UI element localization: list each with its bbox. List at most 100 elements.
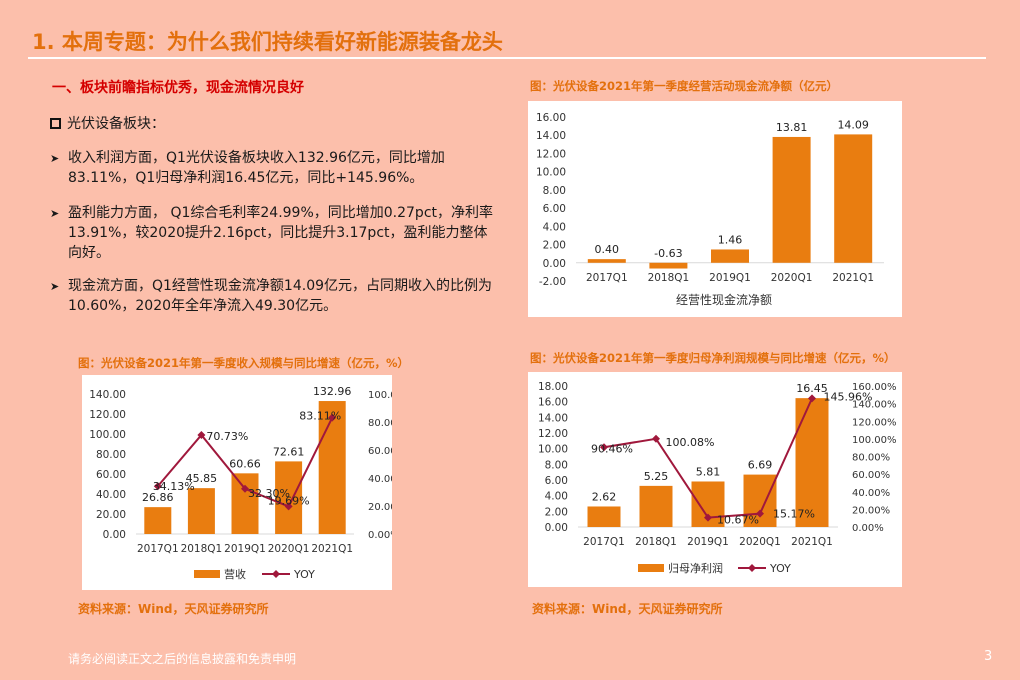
y2-tick-label: 60.00% (368, 446, 392, 457)
bar (587, 506, 621, 527)
yoy-point (704, 513, 712, 522)
yoy-value-label: 90.46% (591, 442, 633, 455)
bar-value-label: -0.63 (654, 247, 682, 260)
y2-tick-label: 80.00% (368, 418, 392, 429)
point-text: 收入利润方面，Q1光伏设备板块收入132.96亿元，同比增加83.11%，Q1归… (68, 150, 445, 186)
bar (711, 249, 749, 263)
bar-value-label: 5.81 (696, 465, 721, 478)
legend-series-label: 经营性现金流净额 (676, 292, 772, 307)
y2-tick-label: 80.00% (852, 453, 890, 464)
y-tick-label: 14.00 (536, 130, 566, 142)
bar (275, 461, 303, 534)
bar (649, 262, 688, 269)
x-tick-label: 2018Q1 (635, 536, 677, 548)
x-tick-label: 2017Q1 (583, 536, 625, 548)
disclaimer-footer: 请务必阅读正文之后的信息披露和免责申明 (68, 652, 297, 666)
yoy-point (756, 509, 764, 518)
point-revenue: ➤ 收入利润方面，Q1光伏设备板块收入132.96亿元，同比增加83.11%，Q… (50, 148, 500, 188)
bar (639, 485, 673, 527)
legend-line-marker (272, 570, 280, 578)
y-tick-label: 10.00 (538, 444, 568, 456)
bar-value-label: 1.46 (718, 233, 743, 246)
x-tick-label: 2019Q1 (709, 272, 751, 284)
point-text: 现金流方面，Q1经营性现金流净额14.09亿元，占同期收入的比例为10.60%，… (68, 278, 493, 314)
arrow-bullet-icon: ➤ (50, 280, 60, 293)
x-tick-label: 2020Q1 (739, 536, 781, 548)
y-tick-label: 8.00 (543, 185, 566, 197)
yoy-value-label: 145.96% (824, 390, 873, 403)
y2-tick-label: 20.00% (368, 502, 392, 513)
y-tick-label: 4.00 (543, 221, 566, 233)
bar (834, 134, 873, 263)
legend-bar-swatch (194, 570, 220, 578)
x-tick-label: 2021Q1 (311, 543, 353, 555)
x-tick-label: 2020Q1 (268, 543, 310, 555)
yoy-value-label: 10.67% (717, 514, 759, 527)
y-tick-label: 12.00 (536, 148, 566, 160)
point-cashflow: ➤ 现金流方面，Q1经营性现金流净额14.09亿元，占同期收入的比例为10.60… (50, 276, 500, 316)
y-tick-label: 140.00 (89, 389, 126, 401)
bar-value-label: 72.61 (273, 445, 305, 458)
y-tick-label: 14.00 (538, 412, 568, 424)
yoy-value-label: 32.30% (248, 487, 290, 500)
arrow-bullet-icon: ➤ (50, 152, 60, 165)
x-tick-label: 2018Q1 (181, 543, 223, 555)
y-tick-label: 2.00 (543, 240, 566, 252)
arrow-bullet-icon: ➤ (50, 207, 60, 220)
chart-revenue-title: 图：光伏设备2021年第一季度收入规模与同比增速（亿元，%） (78, 356, 410, 370)
bar (144, 507, 172, 534)
legend-line-label: YOY (293, 568, 315, 581)
y-tick-label: 12.00 (538, 428, 568, 440)
legend-bar-label: 归母净利润 (668, 561, 723, 575)
yoy-point (808, 394, 816, 403)
legend-line-label: YOY (769, 562, 791, 575)
y2-tick-label: 100.00% (368, 390, 392, 401)
chart-profit-panel: 0.00 2.00 4.00 6.00 8.00 10.00 12.00 14.00 16.00… (528, 372, 902, 587)
chart-revenue-panel: 0.00 20.00 40.00 60.00 80.00 100.00 120.00 140.… (82, 375, 413, 590)
yoy-point (241, 484, 249, 493)
bar-value-label: 0.40 (595, 243, 620, 256)
bullet-main-text: 光伏设备板块： (67, 116, 165, 132)
chart-cashflow: -2.00 0.00 2.00 4.00 6.00 8.00 10.00 12.00 14.00… (536, 112, 884, 307)
yoy-point (652, 434, 660, 443)
y2-tick-label: 160.00% (852, 382, 897, 393)
y-tick-label: 8.00 (545, 459, 568, 471)
yoy-value-label: 100.08% (666, 436, 715, 449)
bar (187, 488, 215, 534)
bar-value-label: 14.09 (837, 118, 869, 131)
y-tick-label: 120.00 (89, 409, 126, 421)
yoy-point (153, 482, 162, 491)
title-divider (28, 57, 986, 59)
bar-value-label: 13.81 (776, 121, 808, 134)
legend-line-marker (748, 564, 756, 572)
y-tick-label: 18.00 (538, 381, 568, 393)
yoy-value-label: 34.13% (153, 480, 195, 493)
y-tick-label: 2.00 (545, 506, 568, 518)
chart-cashflow-title: 图：光伏设备2021年第一季度经营活动现金流净额（亿元） (530, 79, 839, 93)
y2-tick-label: 60.00% (852, 470, 890, 481)
bar-value-label: 6.69 (748, 459, 773, 472)
bar-value-label: 45.85 (186, 472, 218, 485)
y-tick-label: 80.00 (96, 449, 126, 461)
y2-tick-label: 40.00% (368, 474, 392, 485)
y-tick-label: 16.00 (536, 112, 566, 124)
yoy-value-label: 70.73% (206, 430, 248, 443)
y-tick-label: 0.00 (543, 258, 566, 270)
x-tick-label: 2017Q1 (586, 272, 628, 284)
y-tick-label: -2.00 (539, 276, 566, 288)
square-bullet-icon (50, 117, 61, 129)
bar-value-label: 2.62 (592, 490, 617, 503)
chart-revenue: 0.00 20.00 40.00 60.00 80.00 100.00 120.00 140.… (89, 385, 412, 581)
x-tick-label: 2020Q1 (771, 272, 813, 284)
source-note: 资料来源：Wind，天风证券研究所 (532, 602, 723, 616)
x-tick-label: 2019Q1 (687, 536, 729, 548)
y-tick-label: 0.00 (545, 522, 568, 534)
x-tick-label: 2017Q1 (137, 543, 179, 555)
x-tick-label: 2021Q1 (832, 272, 874, 284)
yoy-point (284, 502, 293, 511)
bar (795, 398, 829, 527)
y2-tick-label: 120.00% (852, 417, 897, 428)
bullet-main: 光伏设备板块： (50, 113, 165, 133)
legend-bar-swatch (638, 564, 664, 572)
y2-tick-label: 40.00% (852, 488, 890, 499)
